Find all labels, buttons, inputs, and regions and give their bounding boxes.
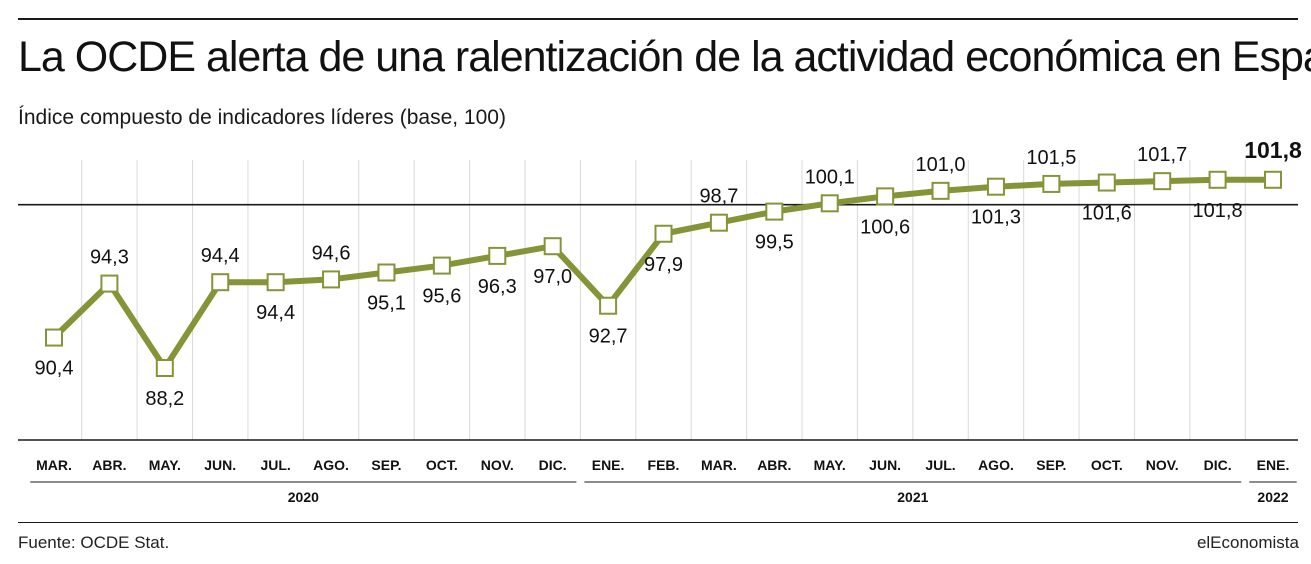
data-label: 101,8 xyxy=(1193,200,1243,222)
x-tick-label: OCT. xyxy=(1091,457,1123,473)
data-point xyxy=(709,213,728,232)
data-label: 94,6 xyxy=(312,242,351,264)
source-note: Fuente: OCDE Stat. xyxy=(18,533,170,552)
top-rule xyxy=(18,18,1298,20)
data-label: 99,5 xyxy=(755,232,794,254)
data-label: 97,9 xyxy=(644,254,683,276)
x-tick-label: MAR. xyxy=(36,457,72,473)
data-point xyxy=(543,237,562,256)
data-point xyxy=(986,177,1005,196)
x-tick-label: MAY. xyxy=(149,457,181,473)
data-label: 88,2 xyxy=(145,388,184,410)
x-tick-label: AGO. xyxy=(313,457,349,473)
year-label: 2022 xyxy=(1257,489,1288,505)
x-tick-label: NOV. xyxy=(1146,457,1179,473)
data-point xyxy=(931,181,950,200)
data-point xyxy=(322,270,341,289)
data-label: 95,1 xyxy=(367,293,406,315)
data-label: 100,1 xyxy=(805,166,855,188)
data-label: 101,3 xyxy=(971,207,1021,229)
data-label: 94,3 xyxy=(90,247,129,269)
data-point xyxy=(599,296,618,315)
data-point xyxy=(211,273,230,292)
data-label: 94,4 xyxy=(201,245,240,267)
x-tick-label: ENE. xyxy=(592,457,625,473)
data-point xyxy=(1097,173,1116,192)
x-tick-label: AGO. xyxy=(978,457,1014,473)
data-point xyxy=(100,274,119,293)
x-tick-label: DIC. xyxy=(1204,457,1232,473)
data-point xyxy=(432,256,451,275)
data-label: 92,7 xyxy=(589,326,628,348)
data-label: 101,0 xyxy=(916,154,966,176)
x-tick-label: SEP. xyxy=(371,457,401,473)
x-tick-label: JUN. xyxy=(869,457,901,473)
data-point xyxy=(820,194,839,213)
year-label: 2020 xyxy=(288,489,319,505)
x-tick-label: FEB. xyxy=(648,457,680,473)
data-label: 101,7 xyxy=(1137,144,1187,166)
data-label: 90,4 xyxy=(35,358,74,380)
data-label: 94,4 xyxy=(256,302,295,324)
x-tick-label: DIC. xyxy=(539,457,567,473)
data-label: 95,6 xyxy=(422,286,461,308)
data-label: 101,6 xyxy=(1082,203,1132,225)
x-tick-label: MAY. xyxy=(814,457,846,473)
data-point xyxy=(876,187,895,206)
x-tick-label: NOV. xyxy=(481,457,514,473)
data-point xyxy=(266,273,285,292)
data-label: 98,7 xyxy=(699,186,738,208)
x-tick-label: MAR. xyxy=(701,457,737,473)
x-tick-label: JUL. xyxy=(260,457,290,473)
x-tick-label: SEP. xyxy=(1036,457,1066,473)
grid-lines xyxy=(81,160,1246,440)
data-label: 96,3 xyxy=(478,276,517,298)
x-axis: MAR. ABR. MAY. JUN. JUL. AGO. SEP. OCT. NOV. DIC.… xyxy=(18,439,1298,505)
data-label-latest: 101,8 xyxy=(1244,137,1302,163)
data-point xyxy=(377,263,396,282)
chart-subtitle: Índice compuesto de indicadores líderes … xyxy=(18,106,506,129)
year-label: 2021 xyxy=(897,489,928,505)
data-point xyxy=(488,246,507,265)
line-chart: 90,4 94,3 88,2 94,4 94,4 94,6 95,1 95,6 96,3 97,0… xyxy=(18,137,1302,505)
data-point xyxy=(155,359,174,377)
x-tick-label: OCT. xyxy=(426,457,458,473)
data-point xyxy=(654,224,673,243)
data-point xyxy=(1264,170,1282,189)
data-point xyxy=(1208,170,1227,189)
data-points xyxy=(45,170,1282,377)
footer-rule xyxy=(18,522,1298,523)
x-tick-label: ABR. xyxy=(757,457,791,473)
data-point xyxy=(1153,172,1172,191)
chart-title: La OCDE alerta de una ralentización de l… xyxy=(18,33,1311,81)
data-label: 101,5 xyxy=(1026,147,1076,169)
data-point xyxy=(1042,174,1061,193)
x-tick-label: ENE. xyxy=(1257,457,1290,473)
data-point xyxy=(765,202,784,221)
x-tick-label: JUL. xyxy=(925,457,955,473)
data-label: 97,0 xyxy=(533,266,572,288)
data-labels: 90,4 94,3 88,2 94,4 94,4 94,6 95,1 95,6 96,3 97,0… xyxy=(35,137,1302,410)
x-tick-label: ABR. xyxy=(92,457,126,473)
x-tick-label: JUN. xyxy=(204,457,236,473)
data-label: 100,6 xyxy=(860,216,910,238)
brand-logo-text: elEconomista xyxy=(1196,533,1299,552)
data-point xyxy=(45,328,63,347)
